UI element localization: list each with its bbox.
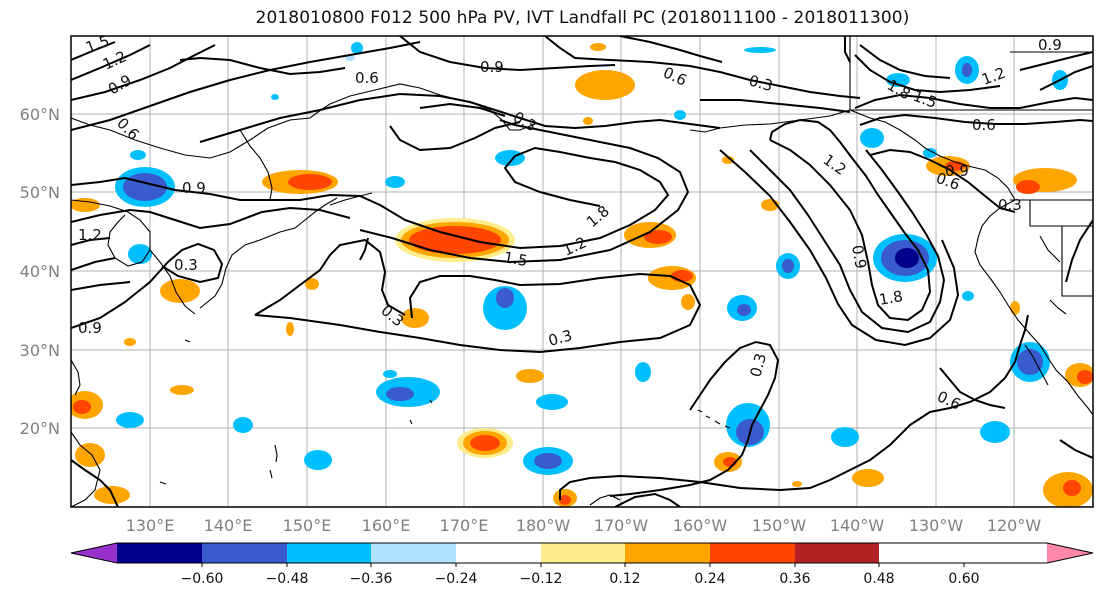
lat-label: 60°N — [20, 105, 60, 124]
colorbar-ticks — [201, 563, 965, 567]
contour-label: 0.9 — [1038, 36, 1062, 54]
lon-label: 140°E — [204, 516, 253, 535]
longitude-labels: 130°E 140°E 150°E 160°E 170°E 180°W 170°… — [126, 516, 1042, 535]
contour-label: 0.3 — [546, 326, 574, 350]
colorbar-tick-label: −0.48 — [266, 571, 309, 587]
contour-label: 0.9 — [480, 58, 504, 76]
colorbar-extend-high — [1047, 543, 1093, 563]
lon-label: 180°W — [516, 516, 571, 535]
contour-label: 0.3 — [747, 71, 775, 95]
colorbar-tick-label: 0.24 — [694, 571, 725, 587]
colorbar-segment — [710, 543, 795, 563]
colorbar-outline — [70, 542, 1094, 564]
contour-label: 0.9 — [945, 162, 969, 180]
colorbar-tick-label: 0.48 — [863, 571, 894, 587]
pv-contours — [71, 36, 1093, 507]
lon-label: 160°W — [673, 516, 728, 535]
colorbar-segment — [625, 543, 710, 563]
contour-label: 0.6 — [972, 116, 996, 134]
lon-label: 130°E — [126, 516, 175, 535]
lon-label: 140°W — [830, 516, 885, 535]
lon-label: 150°W — [752, 516, 807, 535]
lat-label: 20°N — [20, 419, 60, 438]
contour-labels: 1.5 1.2 0.9 0.6 0.6 0.9 0.6 0.3 0.3 0.9 … — [78, 36, 1062, 414]
lon-label: 150°E — [283, 516, 332, 535]
colorbar-tick-label: 0.36 — [779, 571, 810, 587]
colorbar-tick-label: −0.24 — [435, 571, 478, 587]
lat-label: 40°N — [20, 262, 60, 281]
contour-label: 0.9 — [182, 179, 206, 197]
contour-label: 0.3 — [174, 256, 198, 274]
contour-label: 0.3 — [998, 196, 1022, 214]
graticule — [71, 36, 1093, 507]
colorbar-tick-label: 0.60 — [948, 571, 979, 587]
contour-label: 1.5 — [502, 248, 529, 270]
colorbar-tick-label: −0.12 — [520, 571, 563, 587]
lon-label: 120°W — [987, 516, 1042, 535]
contour-label: 0.9 — [848, 244, 870, 271]
lon-label: 160°E — [362, 516, 411, 535]
lon-label: 170°W — [594, 516, 649, 535]
latitude-labels: 60°N 50°N 40°N 30°N 20°N — [20, 105, 60, 438]
colorbar-tick-label: −0.36 — [350, 571, 393, 587]
colorbar-segment — [795, 543, 879, 563]
colorbar-segment — [541, 543, 625, 563]
contour-label: 1.8 — [878, 287, 905, 309]
contour-label: 0.9 — [78, 319, 102, 337]
colorbar-extend-low — [71, 543, 117, 563]
contour-label: 0.6 — [355, 69, 379, 87]
contour-label: 0.3 — [746, 351, 770, 379]
lon-label: 170°E — [440, 516, 489, 535]
map-title: 2018010800 F012 500 hPa PV, IVT Landfall… — [255, 8, 910, 28]
lat-label: 30°N — [20, 341, 60, 360]
lat-label: 50°N — [20, 183, 60, 202]
colorbar-tick-label: −0.60 — [181, 571, 224, 587]
colorbar-segment — [371, 543, 456, 563]
lon-label: 130°W — [909, 516, 964, 535]
colorbar: −0.60 −0.48 −0.36 −0.24 −0.12 0.12 0.24 … — [70, 542, 1094, 587]
map-frame — [70, 35, 1094, 508]
colorbar-segment — [456, 543, 541, 563]
colorbar-tick-label: 0.12 — [609, 571, 640, 587]
contour-label: 1.2 — [78, 226, 102, 244]
negative-ivt-shading — [115, 42, 1068, 475]
colorbar-segment — [202, 543, 287, 563]
colorbar-segment — [287, 543, 371, 563]
colorbar-segment — [117, 543, 202, 563]
